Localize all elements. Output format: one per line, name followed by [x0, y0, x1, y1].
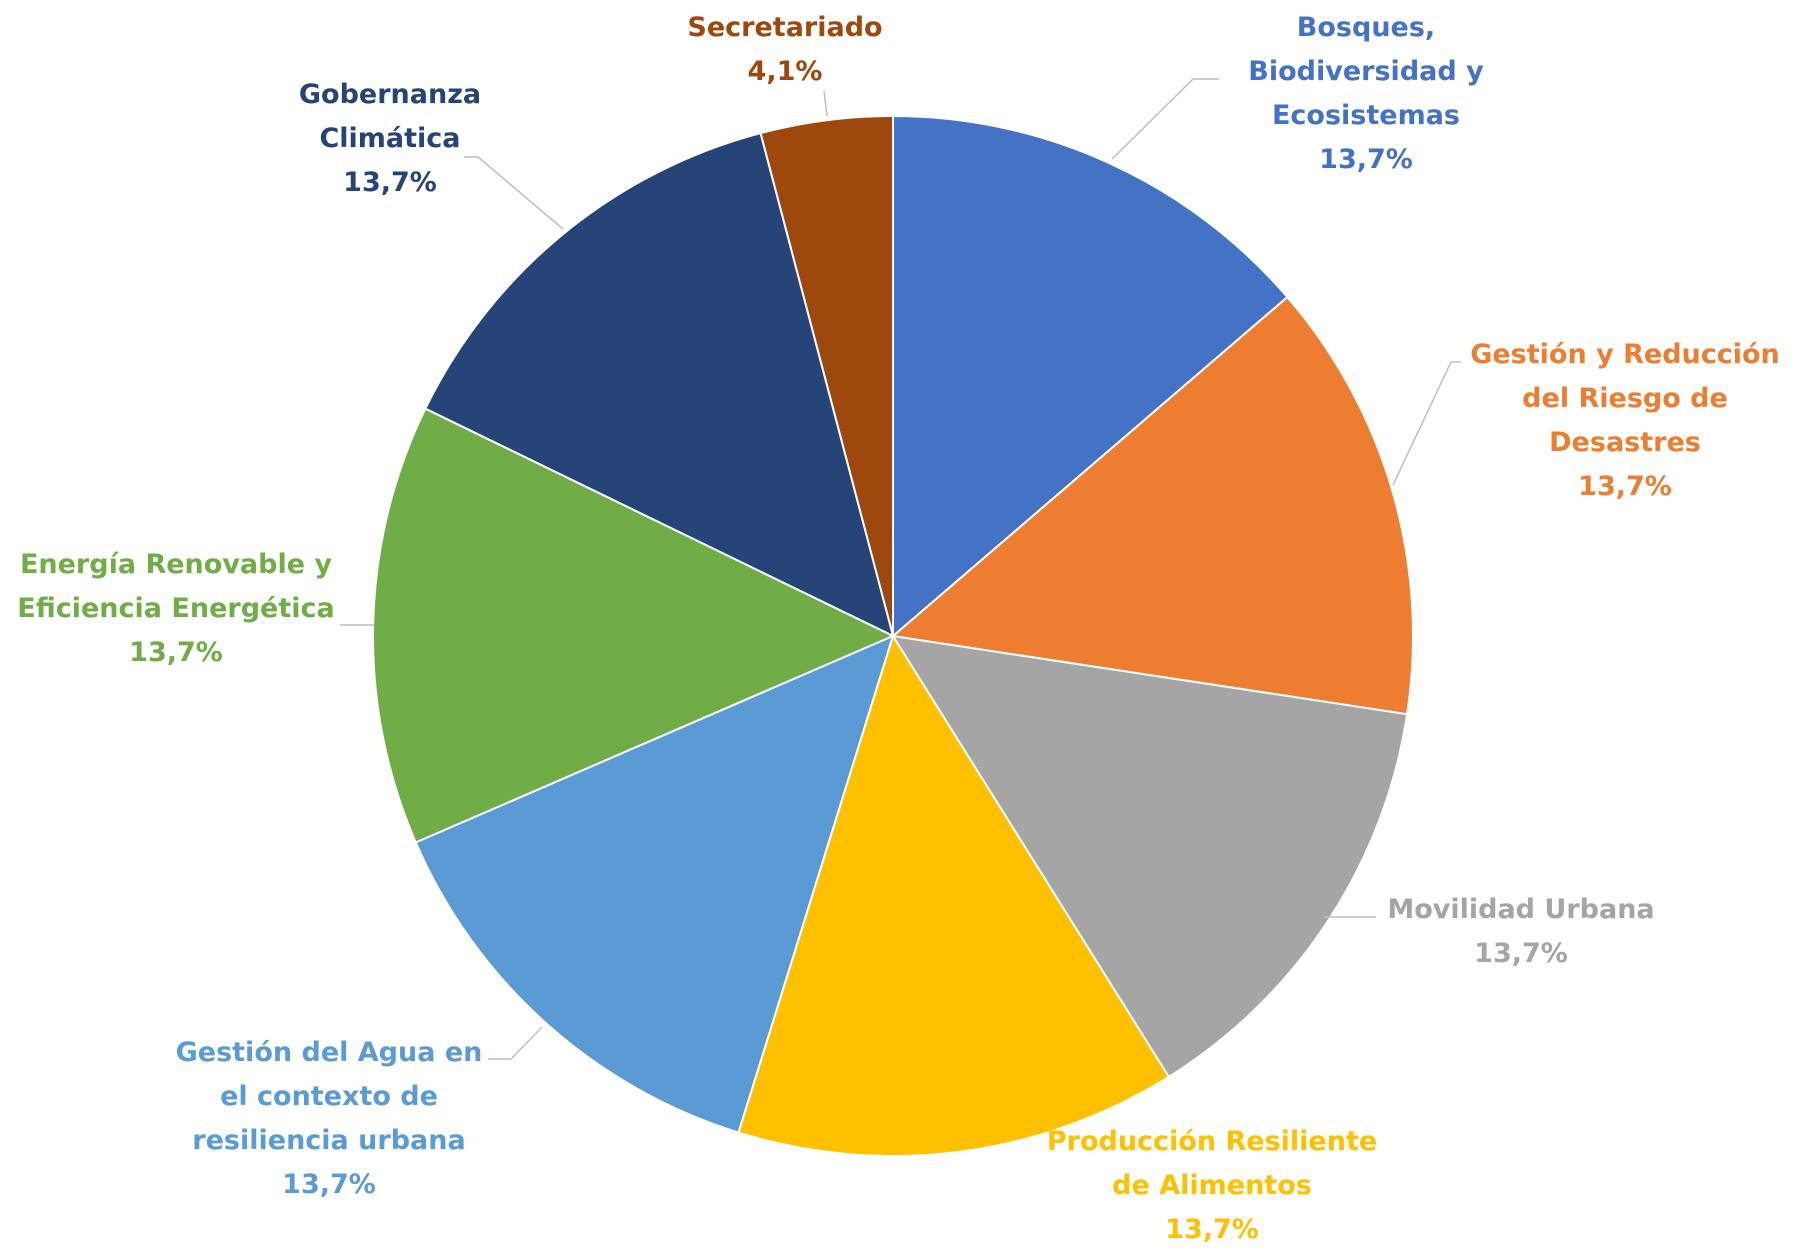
- category-label: Energía Renovable y Eficiencia Energétic…: [17, 549, 335, 624]
- value-label: 13,7%: [1474, 938, 1568, 969]
- data-label: Secretariado 4,1%: [687, 6, 882, 94]
- category-label: Secretariado: [687, 12, 883, 43]
- leader-line: [823, 90, 828, 117]
- value-label: 13,7%: [1319, 144, 1413, 175]
- category-label: Producción Resiliente de Alimentos: [1046, 1126, 1378, 1201]
- value-label: 13,7%: [1578, 471, 1672, 502]
- leader-line: [1111, 78, 1219, 160]
- value-label: 13,7%: [282, 1169, 376, 1200]
- leader-lines: [340, 78, 1461, 1060]
- data-label: Gestión del Agua en el contexto de resil…: [176, 1031, 483, 1207]
- category-label: Gestión del Agua en el contexto de resil…: [175, 1037, 483, 1156]
- leader-line: [464, 156, 564, 230]
- data-label: Gobernanza Climática 13,7%: [299, 73, 481, 205]
- data-label: Bosques, Biodiversidad y Ecosistemas 13,7…: [1248, 6, 1483, 182]
- data-label: Energía Renovable y Eficiencia Energétic…: [17, 543, 334, 675]
- data-label: Producción Resiliente de Alimentos 13,7%: [1047, 1120, 1377, 1252]
- value-label: 4,1%: [747, 56, 823, 87]
- category-label: Gestión y Reducción del Riesgo de Desast…: [1470, 339, 1780, 458]
- category-label: Bosques, Biodiversidad y Ecosistemas: [1248, 12, 1484, 131]
- value-label: 13,7%: [129, 637, 223, 668]
- pie-slice: [423, 131, 895, 638]
- pie-slice: [890, 295, 1414, 716]
- data-label: Movilidad Urbana 13,7%: [1387, 888, 1654, 976]
- category-label: Movilidad Urbana: [1387, 894, 1655, 925]
- value-label: 13,7%: [343, 167, 437, 198]
- category-label: Gobernanza Climática: [298, 79, 482, 154]
- value-label: 13,7%: [1165, 1214, 1259, 1245]
- data-label: Gestión y Reducción del Riesgo de Desast…: [1470, 333, 1780, 509]
- leader-line: [1392, 361, 1461, 486]
- pie-slice: [890, 634, 1409, 1079]
- pie-slice: [414, 634, 895, 1134]
- leader-line: [488, 1026, 543, 1060]
- pie-slice: [737, 633, 1171, 1157]
- pie-slice: [892, 114, 1289, 639]
